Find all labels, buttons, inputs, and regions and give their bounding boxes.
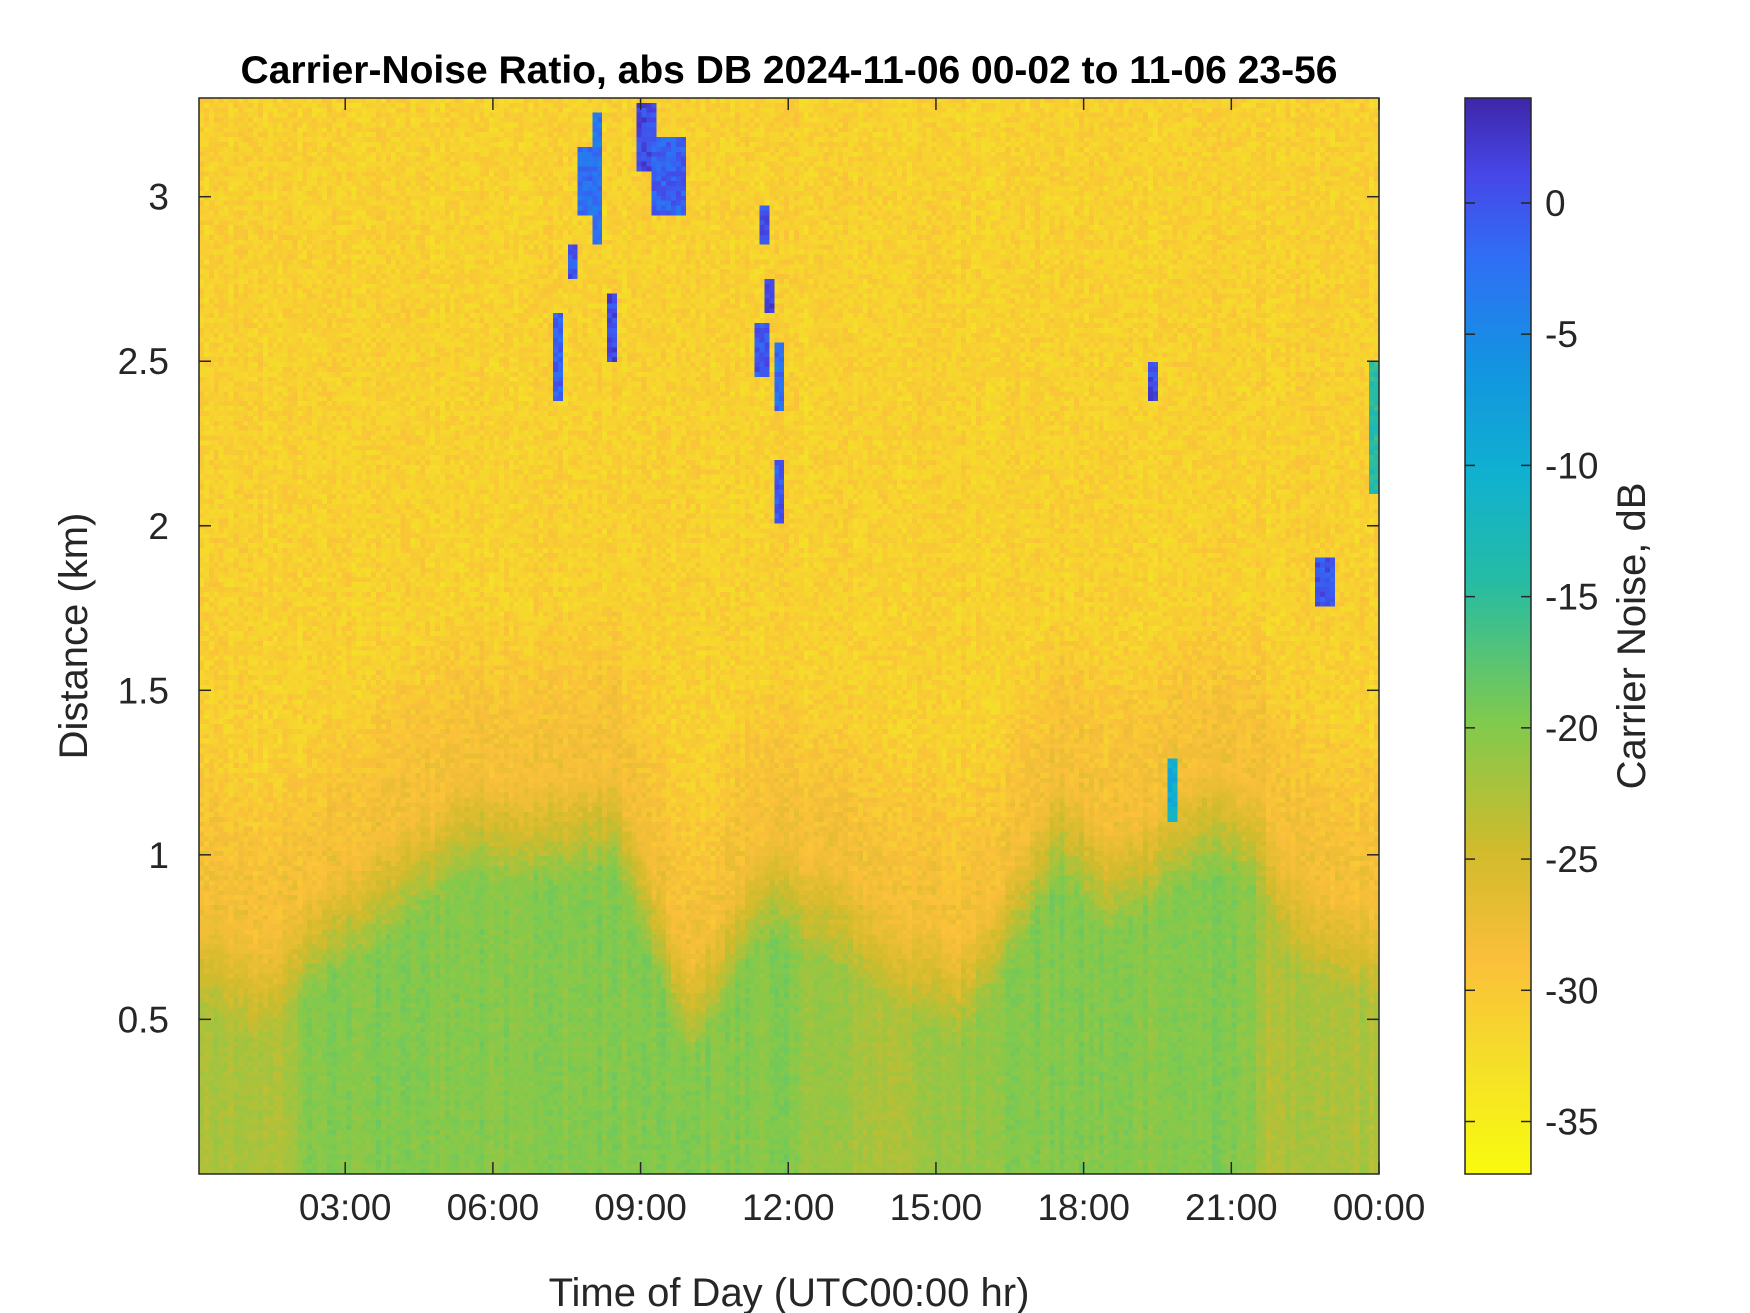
y-tick-label: 2 [148,506,169,547]
x-tick-label: 09:00 [594,1187,687,1228]
colorbar-tick-label: -20 [1545,708,1598,749]
colorbar-tick-label: -15 [1545,577,1598,618]
y-axis-ticks: 0.5 1 1.5 2 2.5 3 [118,177,1379,1040]
x-tick-label: 18:00 [1037,1187,1130,1228]
x-tick-label: 15:00 [890,1187,983,1228]
colorbar-tick-label: -10 [1545,445,1598,486]
x-axis-label: Time of Day (UTC00:00 hr) [549,1271,1030,1313]
y-axis-label: Distance (km) [52,513,96,760]
y-tick-label: 1 [148,835,169,876]
colorbar-tick-label: -30 [1545,970,1598,1011]
x-tick-label: 12:00 [742,1187,835,1228]
y-tick-label: 0.5 [118,999,169,1040]
y-tick-label: 3 [148,177,169,218]
x-tick-label: 03:00 [299,1187,392,1228]
y-tick-label: 1.5 [118,670,169,711]
x-tick-label: 00:00 [1333,1187,1426,1228]
heatmap-image [199,98,1379,1174]
colorbar-tick-label: -35 [1545,1102,1598,1143]
colorbar [1464,97,1532,1175]
colorbar-label: Carrier Noise, dB [1610,483,1654,790]
x-axis-ticks: 03:00 06:00 09:00 12:00 15:00 18:00 21:00 00:00 [299,98,1425,1228]
colorbar-tick-label: 0 [1545,183,1566,224]
colorbar-tick-label: -5 [1545,314,1578,355]
colorbar-tick-label: -25 [1545,839,1598,880]
y-tick-label: 2.5 [118,341,169,382]
colorbar-ticks: 0 -5 -10 -15 -20 -25 -30 -35 [1465,183,1598,1143]
x-tick-label: 21:00 [1185,1187,1278,1228]
chart-title: Carrier-Noise Ratio, abs DB 2024-11-06 0… [241,49,1338,92]
x-tick-label: 06:00 [447,1187,540,1228]
plot-axes: 03:00 06:00 09:00 12:00 15:00 18:00 21:00 00:00… [118,97,1425,1228]
